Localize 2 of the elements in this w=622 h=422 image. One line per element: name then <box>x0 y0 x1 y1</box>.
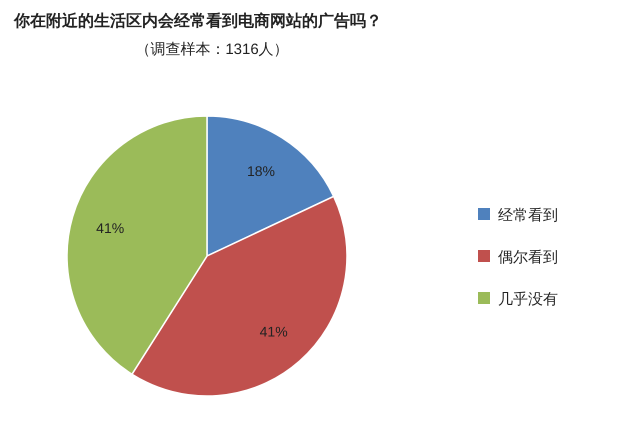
title: 你在附近的生活区内会经常看到电商网站的广告吗？ <box>14 13 382 30</box>
subtitle: （调查样本：1316人） <box>135 41 289 58</box>
